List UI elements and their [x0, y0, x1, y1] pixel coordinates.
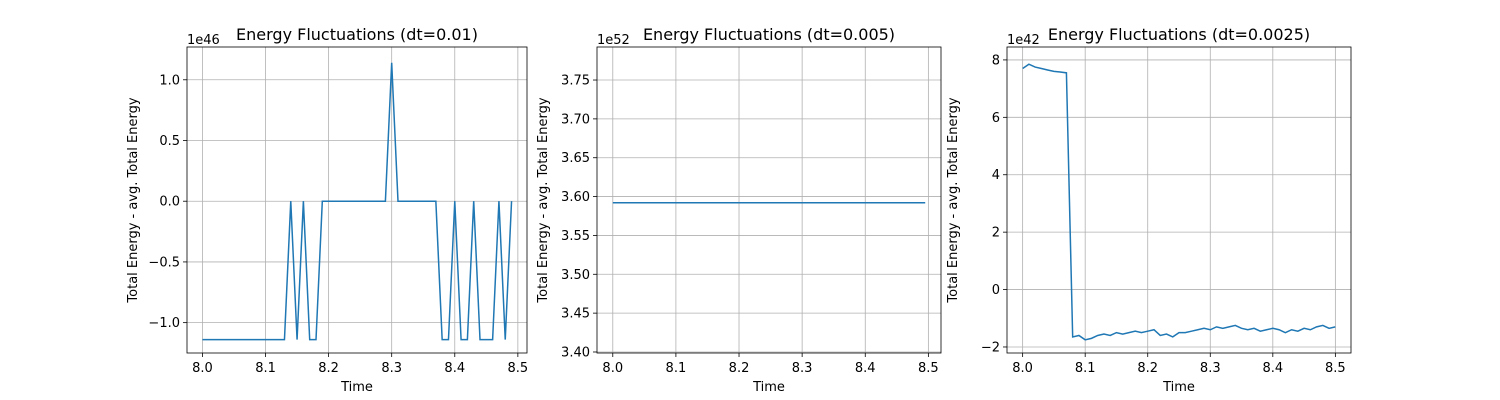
- x-tick-label: 8.4: [444, 361, 465, 376]
- x-tick-label: 8.5: [508, 361, 529, 376]
- offset-text: 1e52: [597, 33, 630, 48]
- y-tick-label: 3.55: [561, 229, 590, 244]
- x-tick-label: 8.1: [666, 361, 687, 376]
- y-tick-label: 4: [992, 168, 1000, 183]
- axes-frame: [596, 46, 942, 354]
- y-axis-label: Total Energy - avg. Total Energy: [126, 97, 141, 303]
- y-tick-label: 6: [992, 111, 1000, 126]
- subplot: 8.0 8.1 8.2 8.3 8.4 8.5 3.40 3.45 3.50 3.55 3.60 3.…: [536, 25, 942, 395]
- y-tick-label: 8: [992, 53, 1000, 68]
- y-tick-label: −1.0: [148, 316, 180, 331]
- y-tick-label: 0: [992, 283, 1000, 298]
- chart-title: Energy Fluctuations (dt=0.01): [236, 25, 478, 44]
- y-tick-label: 3.70: [561, 112, 590, 127]
- y-tick-label: −0.5: [148, 255, 180, 270]
- axes-frame: [1006, 46, 1352, 354]
- x-axis-label: Time: [340, 380, 373, 395]
- x-axis-label: Time: [1162, 380, 1195, 395]
- x-tick-label: 8.4: [855, 361, 876, 376]
- y-axis-label: Total Energy - avg. Total Energy: [946, 97, 961, 303]
- y-tick-label: 0.5: [159, 134, 180, 149]
- offset-text: 1e42: [1007, 33, 1040, 48]
- data-line: [1022, 63, 1336, 341]
- x-tick-label: 8.0: [1012, 361, 1033, 376]
- x-tick-label: 8.1: [1075, 361, 1096, 376]
- x-tick-label: 8.0: [192, 361, 213, 376]
- y-tick-label: 3.65: [561, 151, 590, 166]
- x-tick-label: 8.5: [1325, 361, 1346, 376]
- x-tick-label: 8.2: [729, 361, 750, 376]
- data-line: [202, 62, 513, 341]
- y-tick-label: 3.75: [561, 74, 590, 89]
- x-tick-label: 8.3: [1200, 361, 1221, 376]
- y-tick-label: 1.0: [159, 73, 180, 88]
- y-tick-label: −2: [981, 340, 1000, 355]
- x-tick-label: 8.2: [1137, 361, 1158, 376]
- axes-frame: [186, 46, 528, 354]
- x-tick-label: 8.0: [602, 361, 623, 376]
- y-tick-label: 3.50: [561, 268, 590, 283]
- subplot: 8.0 8.1 8.2 8.3 8.4 8.5 −1.0 −0.5 0.0 0.5 1.0 Energ…: [126, 25, 528, 395]
- x-axis-label: Time: [752, 380, 785, 395]
- x-tick-label: 8.3: [381, 361, 402, 376]
- offset-text: 1e46: [187, 33, 220, 48]
- y-axis-label: Total Energy - avg. Total Energy: [536, 97, 551, 303]
- x-tick-label: 8.2: [318, 361, 339, 376]
- chart-title: Energy Fluctuations (dt=0.0025): [1048, 25, 1310, 44]
- y-tick-label: 3.60: [561, 190, 590, 205]
- x-tick-label: 8.3: [792, 361, 813, 376]
- y-tick-label: 0.0: [159, 195, 180, 210]
- chart-title: Energy Fluctuations (dt=0.005): [643, 25, 895, 44]
- y-tick-label: 3.40: [561, 345, 590, 360]
- x-tick-label: 8.4: [1262, 361, 1283, 376]
- y-tick-label: 2: [992, 226, 1000, 241]
- subplot: 8.0 8.1 8.2 8.3 8.4 8.5 −2 0 2 4 6 8 Energy Fluctuat…: [946, 25, 1352, 395]
- x-tick-label: 8.5: [918, 361, 939, 376]
- y-tick-label: 3.45: [561, 307, 590, 322]
- x-tick-label: 8.1: [255, 361, 276, 376]
